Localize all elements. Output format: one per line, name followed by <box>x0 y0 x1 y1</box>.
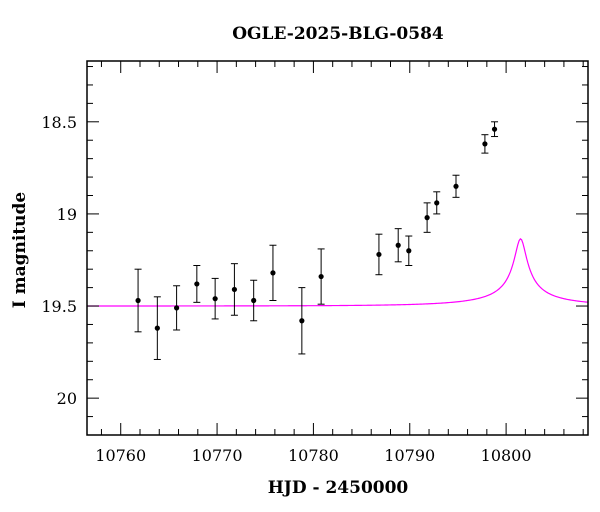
data-point <box>317 248 325 305</box>
x-tick-label: 10760 <box>95 446 146 465</box>
tick-labels: 10760 10770 10780 10790 10800 18.5 19 19.5 20 <box>41 113 531 465</box>
plot-area <box>87 121 588 360</box>
data-point <box>230 263 238 316</box>
data-point <box>491 121 499 138</box>
y-axis-label: I magnitude <box>10 192 30 309</box>
data-point <box>394 228 402 263</box>
data-marker <box>395 242 401 248</box>
data-point <box>153 296 161 360</box>
chart-title: OGLE-2025-BLG-0584 <box>232 24 444 44</box>
model-curve <box>87 237 588 307</box>
data-marker <box>154 325 160 331</box>
data-marker <box>212 296 218 302</box>
data-point <box>193 265 201 303</box>
data-point <box>423 202 431 233</box>
data-point <box>173 285 181 331</box>
data-point <box>211 277 219 320</box>
data-point <box>375 233 383 276</box>
x-axis-label: HJD - 2450000 <box>268 478 409 498</box>
data-marker <box>482 141 488 147</box>
data-marker <box>453 183 459 189</box>
data-marker <box>434 200 440 206</box>
x-tick-label: 10770 <box>192 446 243 465</box>
data-marker <box>376 251 382 258</box>
data-marker <box>135 297 141 304</box>
data-marker <box>424 215 430 221</box>
axis-ticks <box>87 61 588 436</box>
x-tick-label: 10800 <box>481 446 532 465</box>
y-tick-label: 18.5 <box>41 113 77 132</box>
data-marker <box>491 126 498 132</box>
data-marker <box>174 305 180 311</box>
data-marker <box>299 318 305 324</box>
x-tick-label: 10780 <box>288 446 339 465</box>
data-point <box>433 191 441 215</box>
data-marker <box>251 297 257 304</box>
data-point <box>452 174 460 198</box>
data-point <box>134 268 142 333</box>
data-point <box>405 235 413 267</box>
y-tick-label: 20 <box>57 389 77 408</box>
y-tick-label: 19.5 <box>41 297 77 316</box>
data-marker <box>318 273 324 280</box>
data-point <box>481 134 489 154</box>
plot-contents <box>87 121 588 360</box>
data-point <box>250 279 258 322</box>
y-tick-label: 19 <box>57 205 77 224</box>
x-tick-label: 10790 <box>384 446 435 465</box>
data-marker <box>406 248 412 254</box>
data-point <box>298 287 306 355</box>
data-marker <box>231 286 238 293</box>
data-marker <box>270 270 276 276</box>
data-point <box>269 244 277 302</box>
plot-frame <box>86 60 589 436</box>
data-marker <box>194 281 200 287</box>
